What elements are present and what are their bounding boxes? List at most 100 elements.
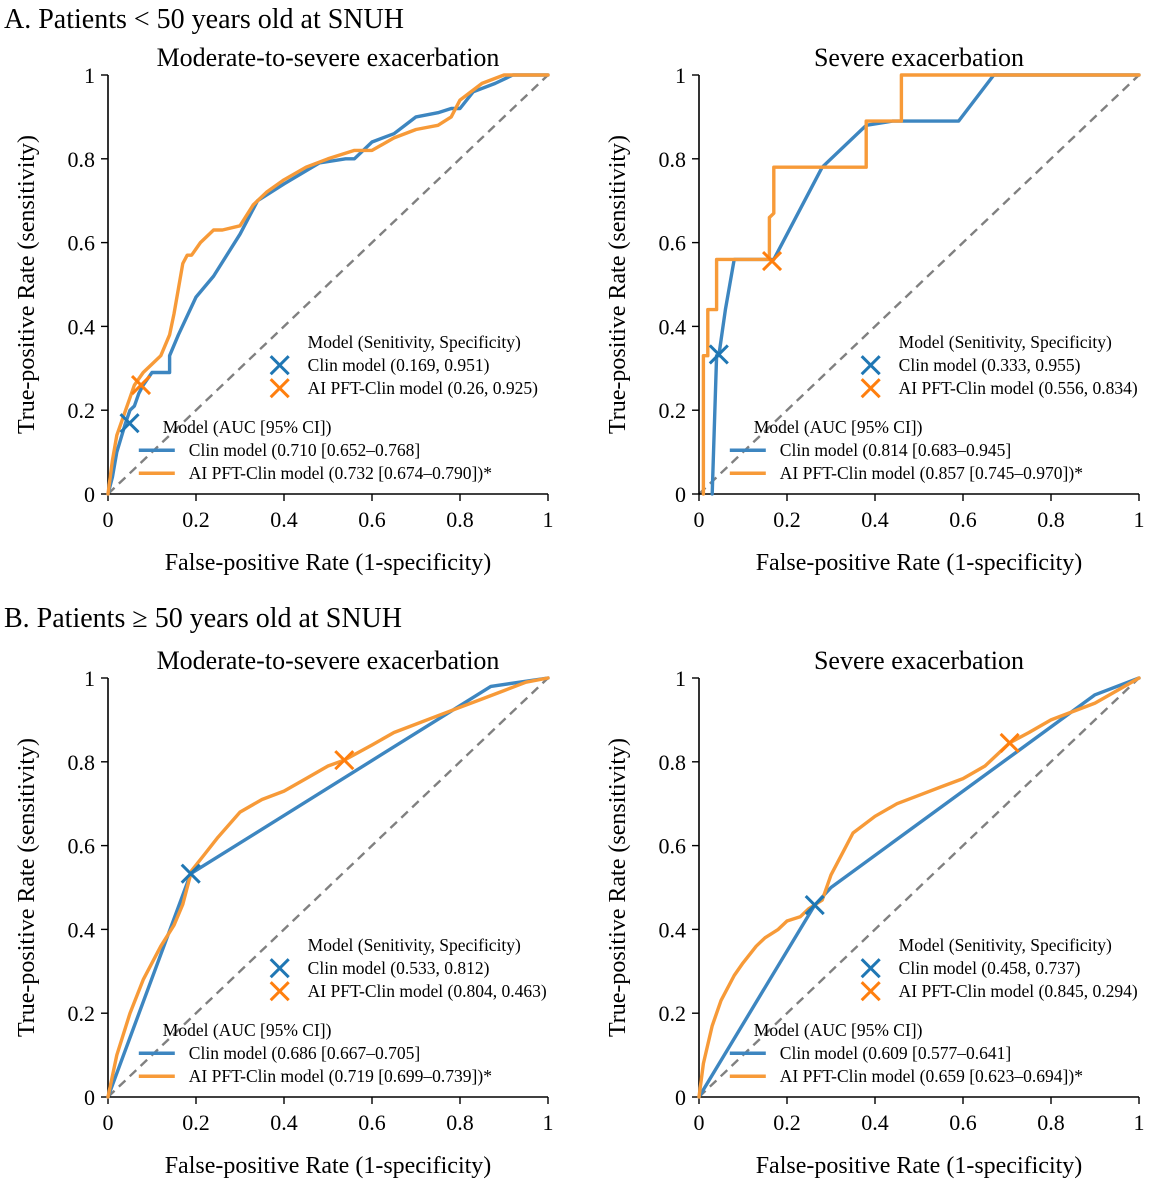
y-tick-label: 0 [675,1085,686,1110]
x-axis-label: False-positive Rate (1-specificity) [756,1153,1083,1179]
legend-marker-1 [269,981,290,1002]
x-axis-label: False-positive Rate (1-specificity) [165,550,492,576]
x-axis-label: False-positive Rate (1-specificity) [165,1153,492,1179]
x-tick-label: 0.6 [358,1110,386,1135]
ai-pft-clin-operating-point-stroke-b [999,732,1020,754]
x-tick-label: 0.4 [270,1110,298,1135]
legend-marker-0-stroke-b [860,355,881,376]
roc-panel-a-severe: Severe exacerbation 0 0.2 0.4 0.6 0.8 1 0 0.2 0.4… [605,43,1145,576]
legend-marker-1 [860,378,881,399]
y-tick-label: 0.4 [659,917,687,942]
ai-pft-clin-operating-point [999,732,1020,754]
legend-points-title: Model (Senitivity, Specificity) [308,935,521,955]
y-tick-label: 0.6 [659,231,687,256]
x-tick-label: 1 [543,507,554,532]
y-tick-label: 1 [84,63,95,88]
y-axis-label: True-positive Rate (sensitivity) [14,738,40,1037]
legend-marker-1-stroke-b [860,378,881,399]
roc-panel-b-severe: Severe exacerbation 0 0.2 0.4 0.6 0.8 1 0 0.2 0.4… [605,646,1145,1179]
legend-points-title: Model (Senitivity, Specificity) [899,935,1112,955]
x-tick-label: 1 [1134,1110,1145,1135]
clin-model-roc-line [106,676,550,1099]
legend-marker-0-stroke-b [269,958,290,979]
legend-point-entry: Clin model (0.333, 0.955) [899,355,1081,375]
legend-point-entry: AI PFT-Clin model (0.804, 0.463) [308,981,547,1001]
clin-model-operating-point-stroke-b [180,863,201,884]
clin-model-operating-point [119,413,140,434]
legend-marker-0-stroke-b [269,355,290,376]
clin-model-operating-point [180,863,201,884]
x-tick-label: 0.4 [861,507,889,532]
y-tick-label: 0.2 [68,398,96,423]
chance-diagonal-line [107,74,549,495]
ai-pft-clin-operating-point [334,750,355,771]
x-tick-label: 0.2 [182,1110,210,1135]
y-tick-label: 0.6 [68,834,96,859]
x-tick-label: 0.2 [182,507,210,532]
legend-point-entry: AI PFT-Clin model (0.26, 0.925) [308,378,538,398]
legend-line-entry: Clin model (0.609 [0.577–0.641] [780,1043,1011,1063]
ai-pft-clin-roc-line [106,676,550,1099]
y-tick-label: 0.4 [659,314,687,339]
legend-marker-0 [860,355,881,376]
ai-pft-clin-operating-point [130,374,152,396]
y-tick-label: 1 [675,666,686,691]
y-axis-label: True-positive Rate (sensitivity) [605,135,631,434]
chance-diagonal-line [698,677,1140,1098]
x-tick-label: 0.4 [270,507,298,532]
legend-lines-title: Model (AUC [95% CI]) [754,417,923,437]
legend-line-entry: AI PFT-Clin model (0.732 [0.674–0.790])* [189,463,492,483]
legend-line-entry: AI PFT-Clin model (0.857 [0.745–0.970])* [780,463,1083,483]
chance-diagonal-line [698,74,1140,495]
legend-line-entry: AI PFT-Clin model (0.659 [0.623–0.694])* [780,1066,1083,1086]
legend-marker-0 [269,958,290,979]
legend-point-entry: Clin model (0.169, 0.951) [308,355,490,375]
legend-marker-1-stroke-b [860,981,881,1002]
legend-point-entry: Clin model (0.458, 0.737) [899,958,1081,978]
y-tick-label: 0.2 [659,398,687,423]
x-tick-label: 0.6 [358,507,386,532]
legend-marker-1-stroke-b [269,378,290,399]
legend-marker-1 [269,378,290,399]
x-tick-label: 0.8 [1037,507,1065,532]
legend-point-entry: AI PFT-Clin model (0.556, 0.834) [899,378,1138,398]
y-tick-label: 0.8 [68,147,96,172]
section-b-title: B. Patients ≥ 50 years old at SNUH [4,603,402,634]
clin-model-roc-line [106,73,550,496]
legend-point-entry: AI PFT-Clin model (0.845, 0.294) [899,981,1138,1001]
x-tick-label: 0 [694,507,705,532]
clin-model-operating-point-stroke-b [119,413,140,434]
panel-title: Severe exacerbation [814,43,1024,72]
y-tick-label: 1 [84,666,95,691]
ai-pft-clin-operating-point-stroke-b [334,750,355,771]
ai-pft-clin-roc-line [701,73,1141,496]
legend-lines-title: Model (AUC [95% CI]) [163,1020,332,1040]
y-tick-label: 0.8 [659,750,687,775]
legend-line-entry: Clin model (0.814 [0.683–0.945] [780,440,1011,460]
ai-pft-clin-operating-point [761,250,783,272]
panel-title: Moderate-to-severe exacerbation [157,43,500,72]
y-tick-label: 0 [675,482,686,507]
y-axis-label: True-positive Rate (sensitivity) [605,738,631,1037]
y-axis-label: True-positive Rate (sensitivity) [14,135,40,434]
legend-line-entry: AI PFT-Clin model (0.719 [0.699–0.739])* [189,1066,492,1086]
y-tick-label: 0.6 [68,231,96,256]
legend-points-title: Model (Senitivity, Specificity) [899,332,1112,352]
legend-marker-0-stroke-b [860,958,881,979]
x-tick-label: 0.2 [773,507,801,532]
roc-panel-a-moderate: Moderate-to-severe exacerbation 0 0.2 0.4 0.… [14,43,554,576]
y-tick-label: 0.2 [659,1001,687,1026]
legend-marker-0 [860,958,881,979]
chance-diagonal-line [107,677,549,1098]
section-a-title: A. Patients < 50 years old at SNUH [4,4,404,35]
x-axis-label: False-positive Rate (1-specificity) [756,550,1083,576]
ai-pft-clin-operating-point-stroke-b [761,250,783,272]
x-tick-label: 0.6 [949,507,977,532]
roc-panel-b-moderate: Moderate-to-severe exacerbation 0 0.2 0.4 0.… [14,646,554,1179]
panel-title: Severe exacerbation [814,646,1024,675]
x-tick-label: 0.6 [949,1110,977,1135]
clin-model-roc-line [697,676,1141,1099]
clin-model-operating-point [708,344,729,365]
y-tick-label: 0.2 [68,1001,96,1026]
